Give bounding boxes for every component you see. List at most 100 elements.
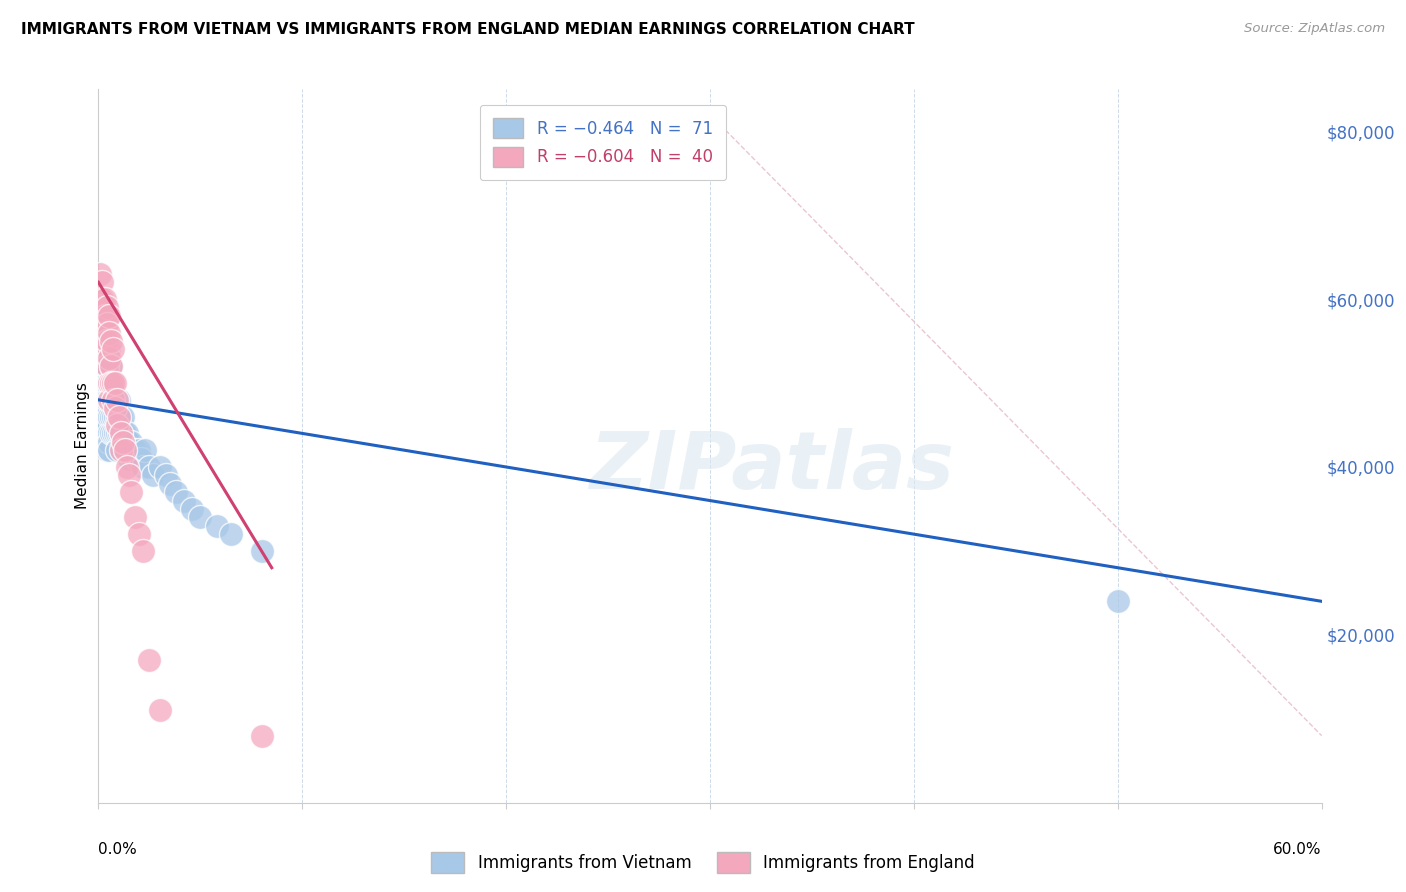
Point xyxy=(105,409,128,424)
Point xyxy=(104,376,127,390)
Point xyxy=(97,376,120,390)
Point xyxy=(89,376,111,390)
Point xyxy=(96,318,118,332)
Point xyxy=(96,301,118,315)
Point xyxy=(93,426,115,441)
Point xyxy=(97,409,120,424)
Point xyxy=(127,451,149,466)
Point xyxy=(114,443,136,458)
Point xyxy=(165,485,187,500)
Point xyxy=(105,443,128,458)
Point xyxy=(97,351,120,365)
Point xyxy=(219,527,242,541)
Point xyxy=(89,267,111,281)
Legend: Immigrants from Vietnam, Immigrants from England: Immigrants from Vietnam, Immigrants from… xyxy=(425,846,981,880)
Point xyxy=(120,434,142,449)
Point xyxy=(115,426,138,441)
Point xyxy=(100,426,122,441)
Point xyxy=(159,476,181,491)
Point xyxy=(122,443,145,458)
Point xyxy=(115,460,138,475)
Point xyxy=(108,392,131,407)
Point xyxy=(101,376,124,390)
Point xyxy=(250,544,273,558)
Point xyxy=(93,334,115,348)
Text: ZIPatlas: ZIPatlas xyxy=(589,428,953,507)
Point xyxy=(97,309,120,323)
Point xyxy=(100,359,122,374)
Point xyxy=(128,527,150,541)
Y-axis label: Median Earnings: Median Earnings xyxy=(75,383,90,509)
Point xyxy=(108,426,131,441)
Point xyxy=(100,409,122,424)
Point xyxy=(91,309,114,323)
Point xyxy=(111,434,134,449)
Point xyxy=(250,729,273,743)
Point xyxy=(91,275,114,289)
Point xyxy=(114,426,136,441)
Point xyxy=(96,334,118,348)
Point xyxy=(91,292,114,306)
Point xyxy=(101,392,124,407)
Text: Source: ZipAtlas.com: Source: ZipAtlas.com xyxy=(1244,22,1385,36)
Point xyxy=(96,376,118,390)
Point xyxy=(97,392,120,407)
Point xyxy=(93,343,115,357)
Point xyxy=(100,376,122,390)
Point xyxy=(142,468,165,483)
Point xyxy=(104,426,127,441)
Point xyxy=(101,426,124,441)
Point xyxy=(124,510,146,524)
Point xyxy=(129,451,152,466)
Point xyxy=(96,443,118,458)
Text: 0.0%: 0.0% xyxy=(98,842,138,857)
Point xyxy=(111,409,134,424)
Point xyxy=(96,359,118,374)
Point xyxy=(93,326,115,340)
Point xyxy=(173,493,195,508)
Point xyxy=(93,409,115,424)
Point xyxy=(120,485,142,500)
Point xyxy=(105,426,128,441)
Point xyxy=(110,426,132,441)
Point xyxy=(114,443,136,458)
Point xyxy=(97,376,120,390)
Point xyxy=(149,703,172,717)
Point xyxy=(128,443,150,458)
Point xyxy=(132,460,155,475)
Point xyxy=(91,343,114,357)
Point xyxy=(93,359,115,374)
Point xyxy=(100,376,122,390)
Point xyxy=(138,460,160,475)
Point xyxy=(110,426,132,441)
Point xyxy=(91,392,114,407)
Point xyxy=(93,309,115,323)
Point xyxy=(104,409,127,424)
Point xyxy=(96,417,118,432)
Point xyxy=(155,468,177,483)
Point xyxy=(101,376,124,390)
Point xyxy=(96,359,118,374)
Point xyxy=(105,392,128,407)
Point xyxy=(93,326,115,340)
Point xyxy=(93,392,115,407)
Point xyxy=(134,443,156,458)
Point xyxy=(97,443,120,458)
Point xyxy=(96,392,118,407)
Point xyxy=(118,434,141,449)
Point xyxy=(100,392,122,407)
Point xyxy=(110,409,132,424)
Point xyxy=(118,468,141,483)
Text: 60.0%: 60.0% xyxy=(1274,842,1322,857)
Point xyxy=(118,451,141,466)
Point xyxy=(97,426,120,441)
Point xyxy=(108,409,131,424)
Point xyxy=(138,653,160,667)
Text: IMMIGRANTS FROM VIETNAM VS IMMIGRANTS FROM ENGLAND MEDIAN EARNINGS CORRELATION C: IMMIGRANTS FROM VIETNAM VS IMMIGRANTS FR… xyxy=(21,22,915,37)
Point xyxy=(104,401,127,416)
Point xyxy=(149,460,172,475)
Point xyxy=(97,434,120,449)
Point xyxy=(1107,594,1129,608)
Point xyxy=(100,359,122,374)
Point xyxy=(93,292,115,306)
